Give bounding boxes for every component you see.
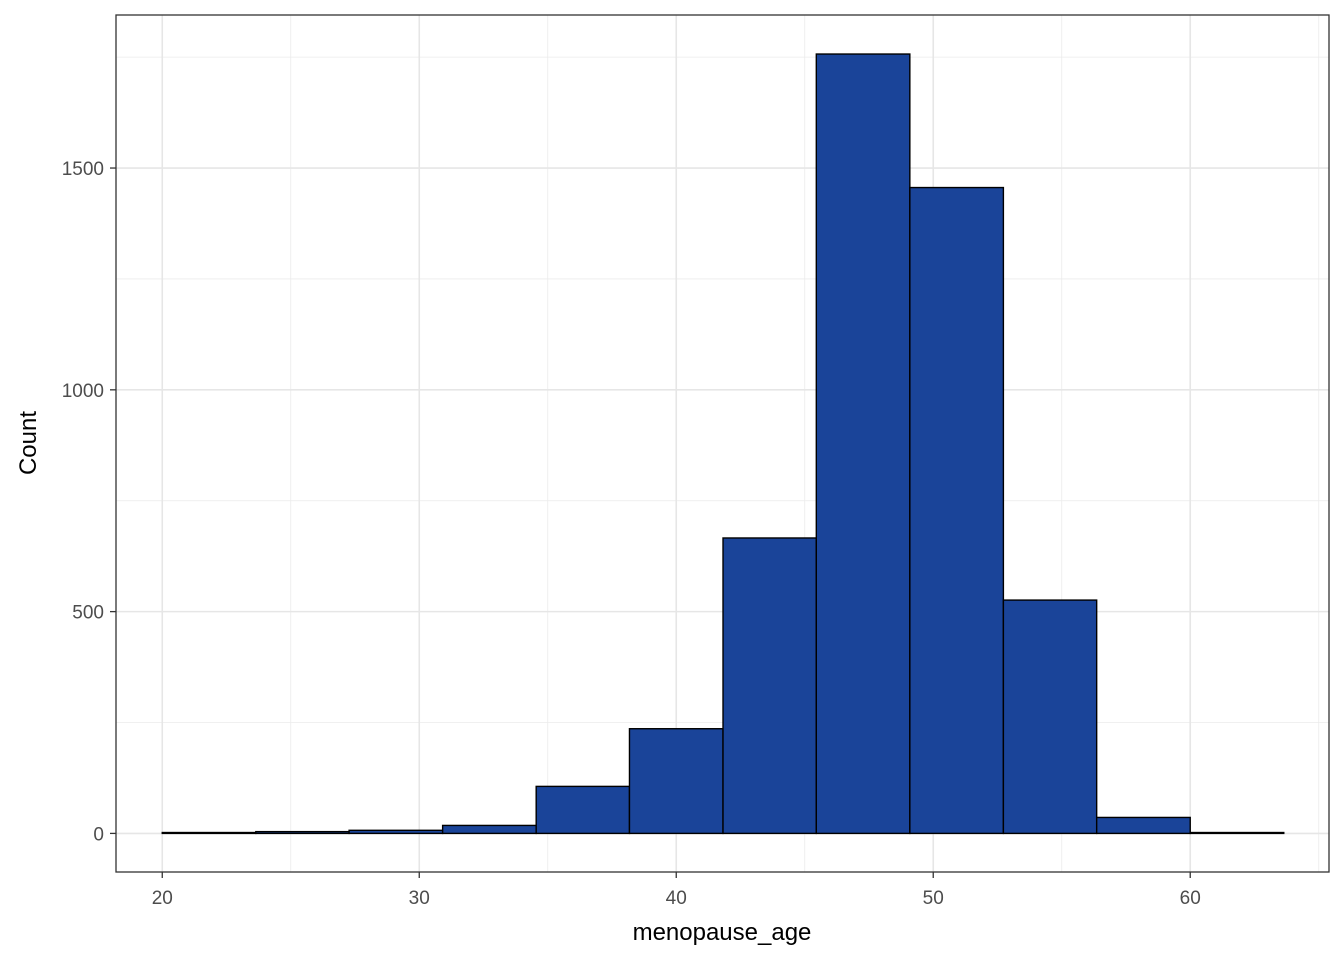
y-tick-label: 500 <box>72 603 104 624</box>
y-tick-label: 1500 <box>62 159 104 180</box>
histogram-bar <box>535 785 631 835</box>
histogram-bar <box>628 728 724 835</box>
x-tick-label: 40 <box>666 888 687 909</box>
histogram-bar <box>909 186 1005 835</box>
x-tick-label: 50 <box>923 888 944 909</box>
histogram-bar <box>1095 816 1191 835</box>
histogram-bar <box>1189 831 1285 835</box>
histogram-bar <box>722 537 818 835</box>
histogram-bar <box>255 830 350 835</box>
x-axis: 20 30 40 50 60 <box>152 872 1201 909</box>
histogram-bar <box>815 53 911 835</box>
histogram-bar <box>1002 599 1098 835</box>
histogram-bar <box>161 831 257 835</box>
y-axis-title: Count <box>15 411 42 475</box>
y-tick-label: 0 <box>93 824 104 845</box>
x-tick-label: 60 <box>1180 888 1201 909</box>
x-tick-label: 30 <box>409 888 430 909</box>
histogram-bar <box>441 824 537 835</box>
y-axis: 0 500 1000 1500 <box>62 159 116 845</box>
histogram-bar <box>348 829 444 835</box>
y-tick-label: 1000 <box>62 381 104 402</box>
bars <box>161 53 1285 835</box>
x-tick-label: 20 <box>152 888 173 909</box>
plot-border <box>115 14 1330 873</box>
x-axis-title: menopause_age <box>633 919 812 946</box>
